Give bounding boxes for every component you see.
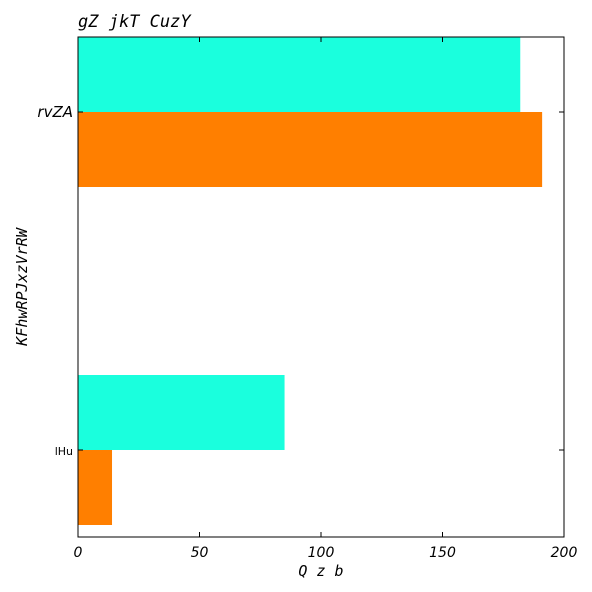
x-tick-label: 0 (74, 545, 83, 561)
y-tick-label: rvZA (37, 103, 73, 121)
plot-area (78, 37, 543, 525)
bar-lhu-series-1 (78, 375, 285, 450)
bar-rvza-series-2 (78, 112, 543, 187)
bar-rvza-series-1 (78, 37, 521, 112)
chart-title: gZ jkT CuzY (78, 12, 192, 32)
x-tick-label: 50 (191, 545, 209, 561)
y-axis-label: KFhwRPJxzVrRW (13, 226, 31, 346)
x-tick-label: 200 (551, 545, 578, 561)
x-tick-label: 100 (308, 545, 335, 561)
x-tick-label: 150 (429, 545, 456, 561)
bar-lhu-series-2 (78, 450, 113, 525)
x-axis-label: Q z b (298, 562, 343, 580)
y-tick-label: lHu (55, 445, 73, 458)
